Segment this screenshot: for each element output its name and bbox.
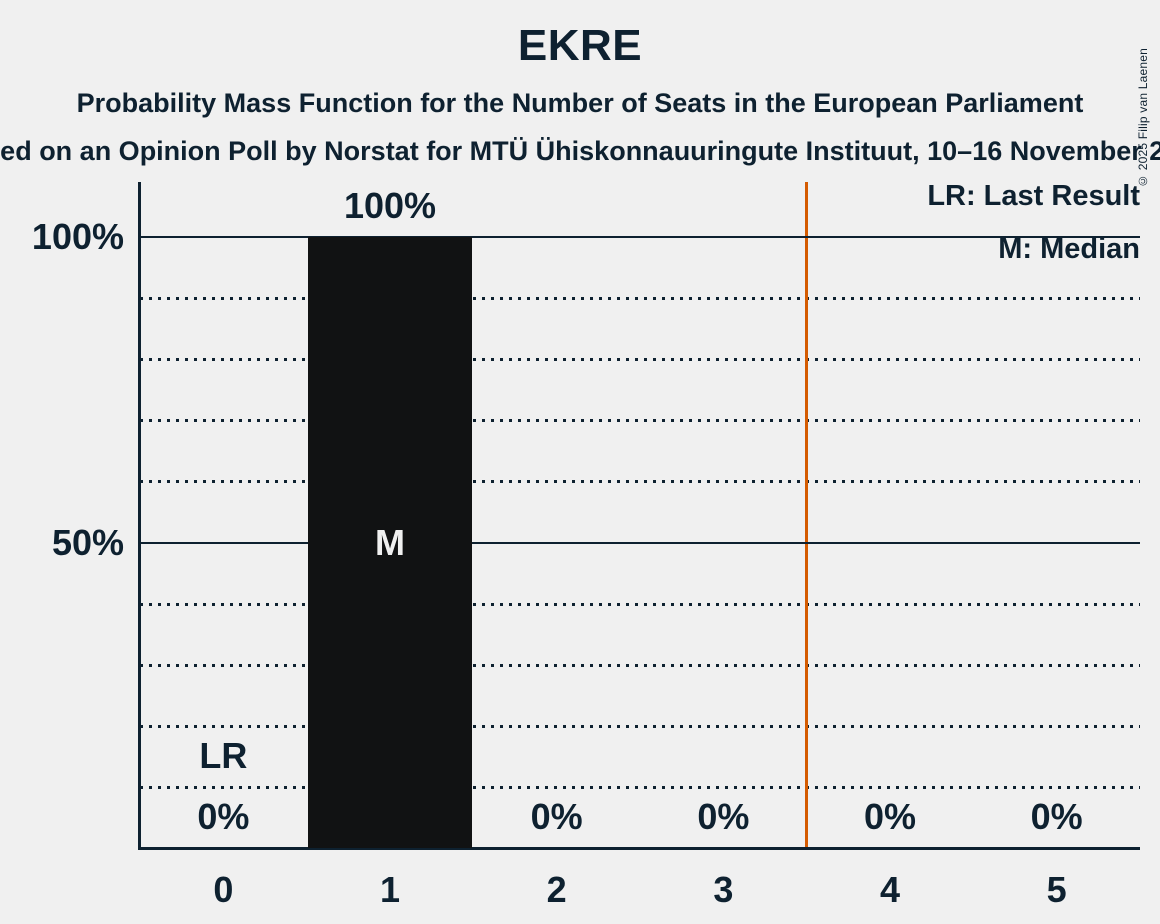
bar-value-label-2: 0% xyxy=(530,796,583,837)
x-axis xyxy=(138,847,1140,850)
chart-source-line-clip: Based on an Opinion Poll by Norstat for … xyxy=(0,134,1160,172)
gridline-dotted-80 xyxy=(140,358,1140,362)
x-tick-2: 2 xyxy=(546,869,567,910)
gridline-dotted-60 xyxy=(140,480,1140,484)
chart-source-line: Based on an Opinion Poll by Norstat for … xyxy=(0,136,1160,166)
gridline-solid-100 xyxy=(140,236,1140,238)
gridline-dotted-90 xyxy=(140,297,1140,301)
legend-median: M: Median xyxy=(998,233,1140,265)
bar-value-label-0: 0% xyxy=(197,796,250,837)
x-tick-1: 1 xyxy=(379,869,400,910)
x-tick-0: 0 xyxy=(213,869,234,910)
x-tick-4: 4 xyxy=(879,869,900,910)
y-tick-50: 50% xyxy=(51,521,124,563)
bar-seats-1 xyxy=(308,237,472,848)
gridline-dotted-20 xyxy=(140,724,1140,728)
chart-title: EKRE xyxy=(517,21,643,70)
y-axis xyxy=(138,182,141,850)
y-tick-100: 100% xyxy=(31,216,124,257)
gridline-dotted-10 xyxy=(140,785,1140,789)
copyright-notice: © 2025 Filip van Laenen xyxy=(1136,47,1150,188)
gridline-dotted-40 xyxy=(140,602,1140,606)
chart-subtitle: Probability Mass Function for the Number… xyxy=(76,88,1084,118)
gridline-dotted-70 xyxy=(140,419,1140,423)
threshold-line xyxy=(805,182,809,847)
last-result-marker: LR xyxy=(199,735,248,777)
median-marker: M xyxy=(374,521,405,563)
bar-value-label-4: 0% xyxy=(863,796,916,837)
legend-last-result: LR: Last Result xyxy=(927,180,1140,212)
bar-value-label-3: 0% xyxy=(697,796,750,837)
x-tick-5: 5 xyxy=(1046,869,1067,910)
bar-value-label-1: 100% xyxy=(343,185,437,226)
gridline-dotted-30 xyxy=(140,663,1140,667)
bar-value-label-5: 0% xyxy=(1030,796,1083,837)
x-tick-3: 3 xyxy=(713,869,734,910)
gridline-solid-50 xyxy=(140,541,1140,544)
